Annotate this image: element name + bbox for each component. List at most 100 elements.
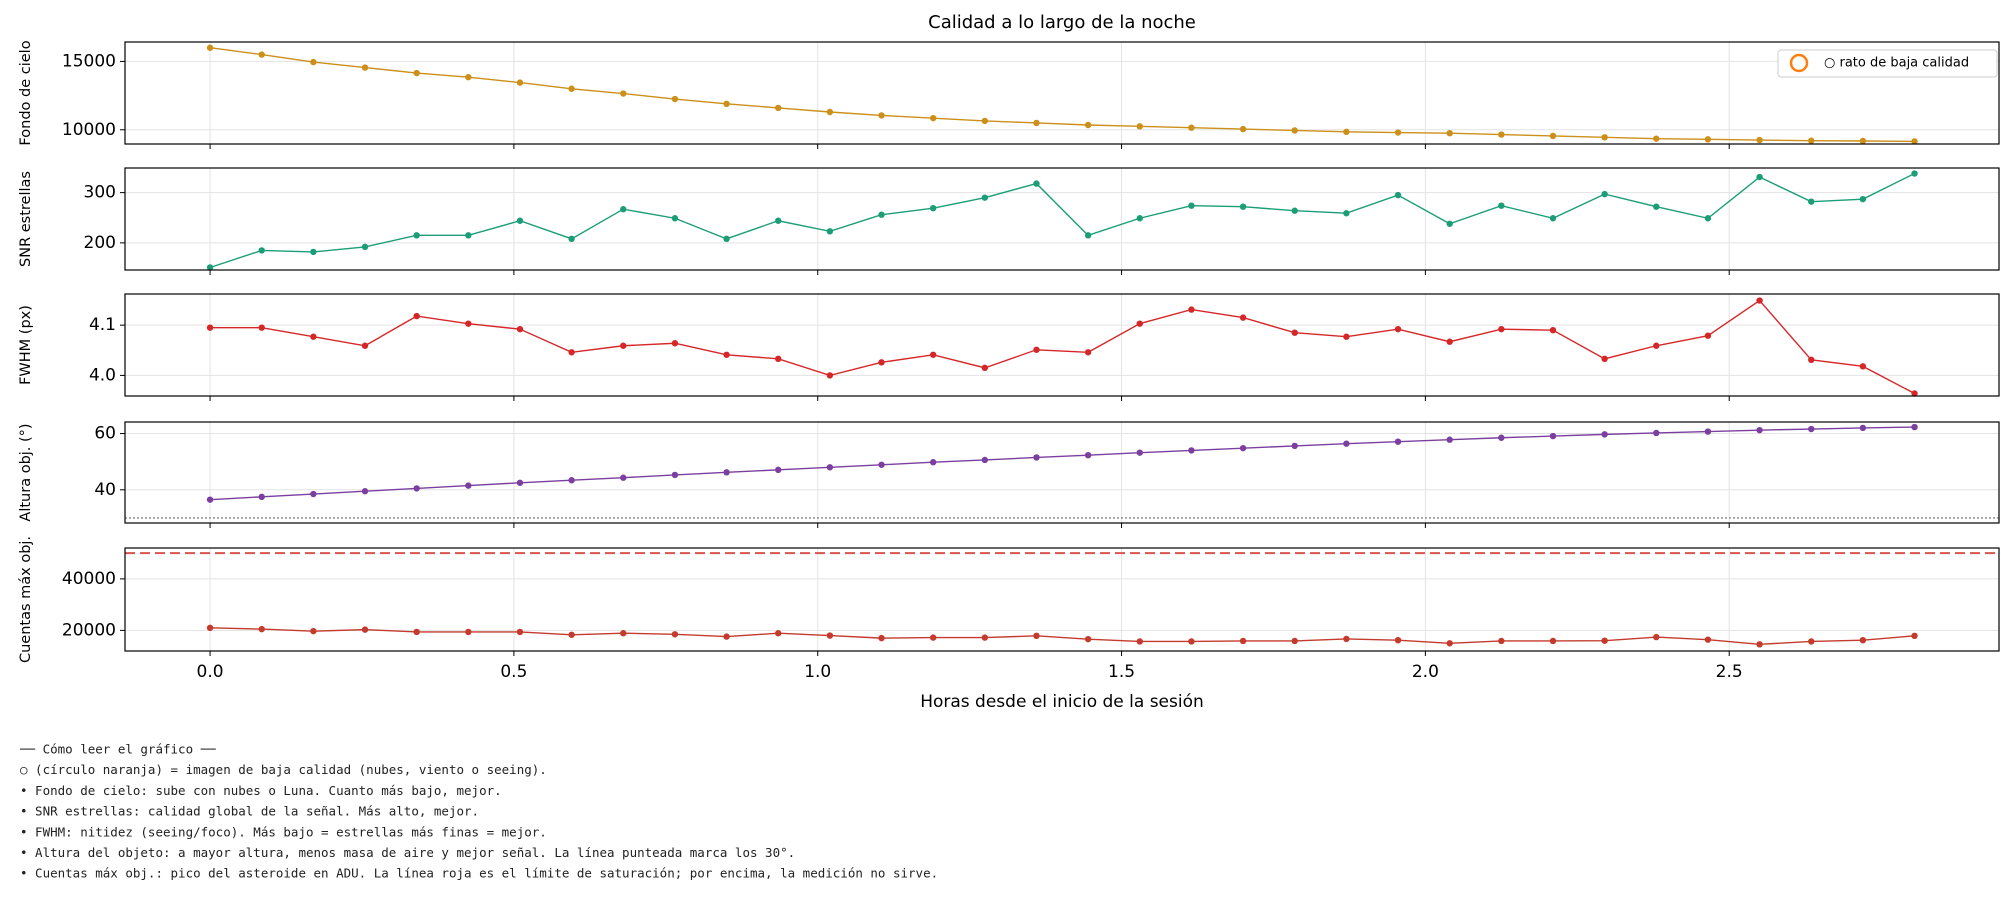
data-point — [1601, 134, 1608, 141]
data-point — [1653, 342, 1660, 349]
data-point — [1653, 135, 1660, 142]
data-point — [1911, 170, 1918, 177]
data-point — [1343, 128, 1350, 136]
data-point — [671, 471, 679, 479]
data-point — [1756, 297, 1763, 304]
data-point — [1291, 442, 1298, 450]
legend-marker — [1789, 53, 1809, 73]
series-line — [210, 426, 1915, 501]
y-axis-label: Cuentas máx obj. — [18, 536, 34, 663]
x-tick-label: 1.0 — [804, 662, 831, 682]
y-tick-label: 4.1 — [89, 315, 116, 335]
data-point — [1601, 637, 1608, 644]
data-point — [878, 359, 885, 366]
y-tick-label: 60 — [94, 424, 116, 444]
data-point — [258, 324, 265, 331]
series-line — [209, 172, 1915, 269]
data-point — [1446, 338, 1453, 345]
data-point — [1343, 333, 1350, 340]
data-point — [671, 631, 679, 638]
data-point — [1859, 195, 1867, 203]
data-point — [1291, 207, 1298, 214]
data-point — [258, 625, 265, 633]
data-point — [516, 325, 524, 333]
data-point — [1343, 210, 1350, 217]
x-axis-label: Horas desde el inicio de la sesión — [920, 692, 1204, 712]
data-point — [1188, 306, 1195, 313]
data-point — [413, 485, 420, 492]
data-point — [775, 355, 782, 363]
data-point — [1601, 431, 1608, 438]
data-point — [723, 235, 730, 243]
data-point — [1704, 332, 1712, 339]
data-point — [1498, 202, 1505, 209]
data-point — [1859, 363, 1867, 370]
plot-frame — [124, 41, 2000, 145]
data-point — [620, 630, 627, 637]
y-tick-label: 20000 — [62, 620, 116, 640]
y-tick-label: 40000 — [62, 569, 116, 589]
data-point — [1498, 325, 1505, 333]
y-tick-label: 300 — [84, 183, 116, 203]
y-tick-label: 200 — [84, 233, 116, 253]
data-point — [878, 461, 885, 468]
chart-title: Calidad a lo largo de la noche — [928, 12, 1196, 33]
data-point — [1084, 635, 1092, 643]
data-point — [258, 493, 265, 501]
data-point — [775, 104, 782, 112]
data-point — [826, 464, 834, 471]
data-point — [1239, 203, 1247, 210]
data-point — [310, 333, 317, 340]
data-point — [723, 633, 730, 640]
data-point — [1239, 125, 1247, 133]
data-point — [1704, 428, 1712, 435]
data-point — [1033, 346, 1040, 353]
data-point — [1239, 444, 1247, 452]
data-point — [206, 324, 214, 331]
data-point — [361, 64, 369, 71]
data-point — [1808, 638, 1815, 645]
data-point — [1446, 129, 1453, 137]
data-point — [1653, 633, 1660, 641]
data-point — [1136, 449, 1143, 456]
data-point — [516, 479, 524, 486]
data-point — [1704, 136, 1712, 143]
data-point — [413, 628, 420, 636]
note-line: ── Cómo leer el gráfico ── — [19, 742, 216, 757]
data-point — [1704, 636, 1712, 643]
y-tick-label: 15000 — [62, 51, 116, 71]
y-tick-label: 40 — [94, 480, 116, 500]
data-point — [878, 112, 885, 119]
data-point — [1911, 423, 1918, 431]
data-point — [1084, 451, 1092, 459]
data-point — [723, 100, 730, 108]
data-point — [981, 364, 989, 372]
data-point — [981, 117, 989, 125]
note-line: • Fondo de cielo: sube con nubes o Luna.… — [20, 783, 502, 798]
data-point — [1136, 123, 1143, 130]
data-point — [1188, 638, 1195, 645]
data-point — [465, 232, 472, 239]
data-point — [981, 456, 989, 464]
data-point — [1859, 424, 1867, 432]
x-tick-label: 0.5 — [500, 662, 527, 682]
x-tick-label: 2.5 — [1716, 662, 1743, 682]
data-point — [1498, 637, 1505, 645]
data-point — [826, 372, 834, 379]
data-point — [361, 626, 369, 633]
y-axis-label: Fondo de cielo — [18, 40, 34, 145]
data-point — [310, 627, 317, 635]
data-point — [826, 632, 834, 639]
plot-frame — [124, 547, 2000, 652]
data-point — [1084, 349, 1092, 356]
data-point — [516, 628, 524, 636]
y-axis-label: SNR estrellas — [18, 171, 34, 267]
data-point — [1239, 637, 1247, 645]
data-point — [1291, 329, 1298, 336]
data-point — [206, 496, 214, 503]
data-point — [1136, 320, 1143, 327]
data-point — [568, 477, 575, 484]
data-point — [413, 312, 420, 320]
data-point — [1653, 203, 1660, 210]
